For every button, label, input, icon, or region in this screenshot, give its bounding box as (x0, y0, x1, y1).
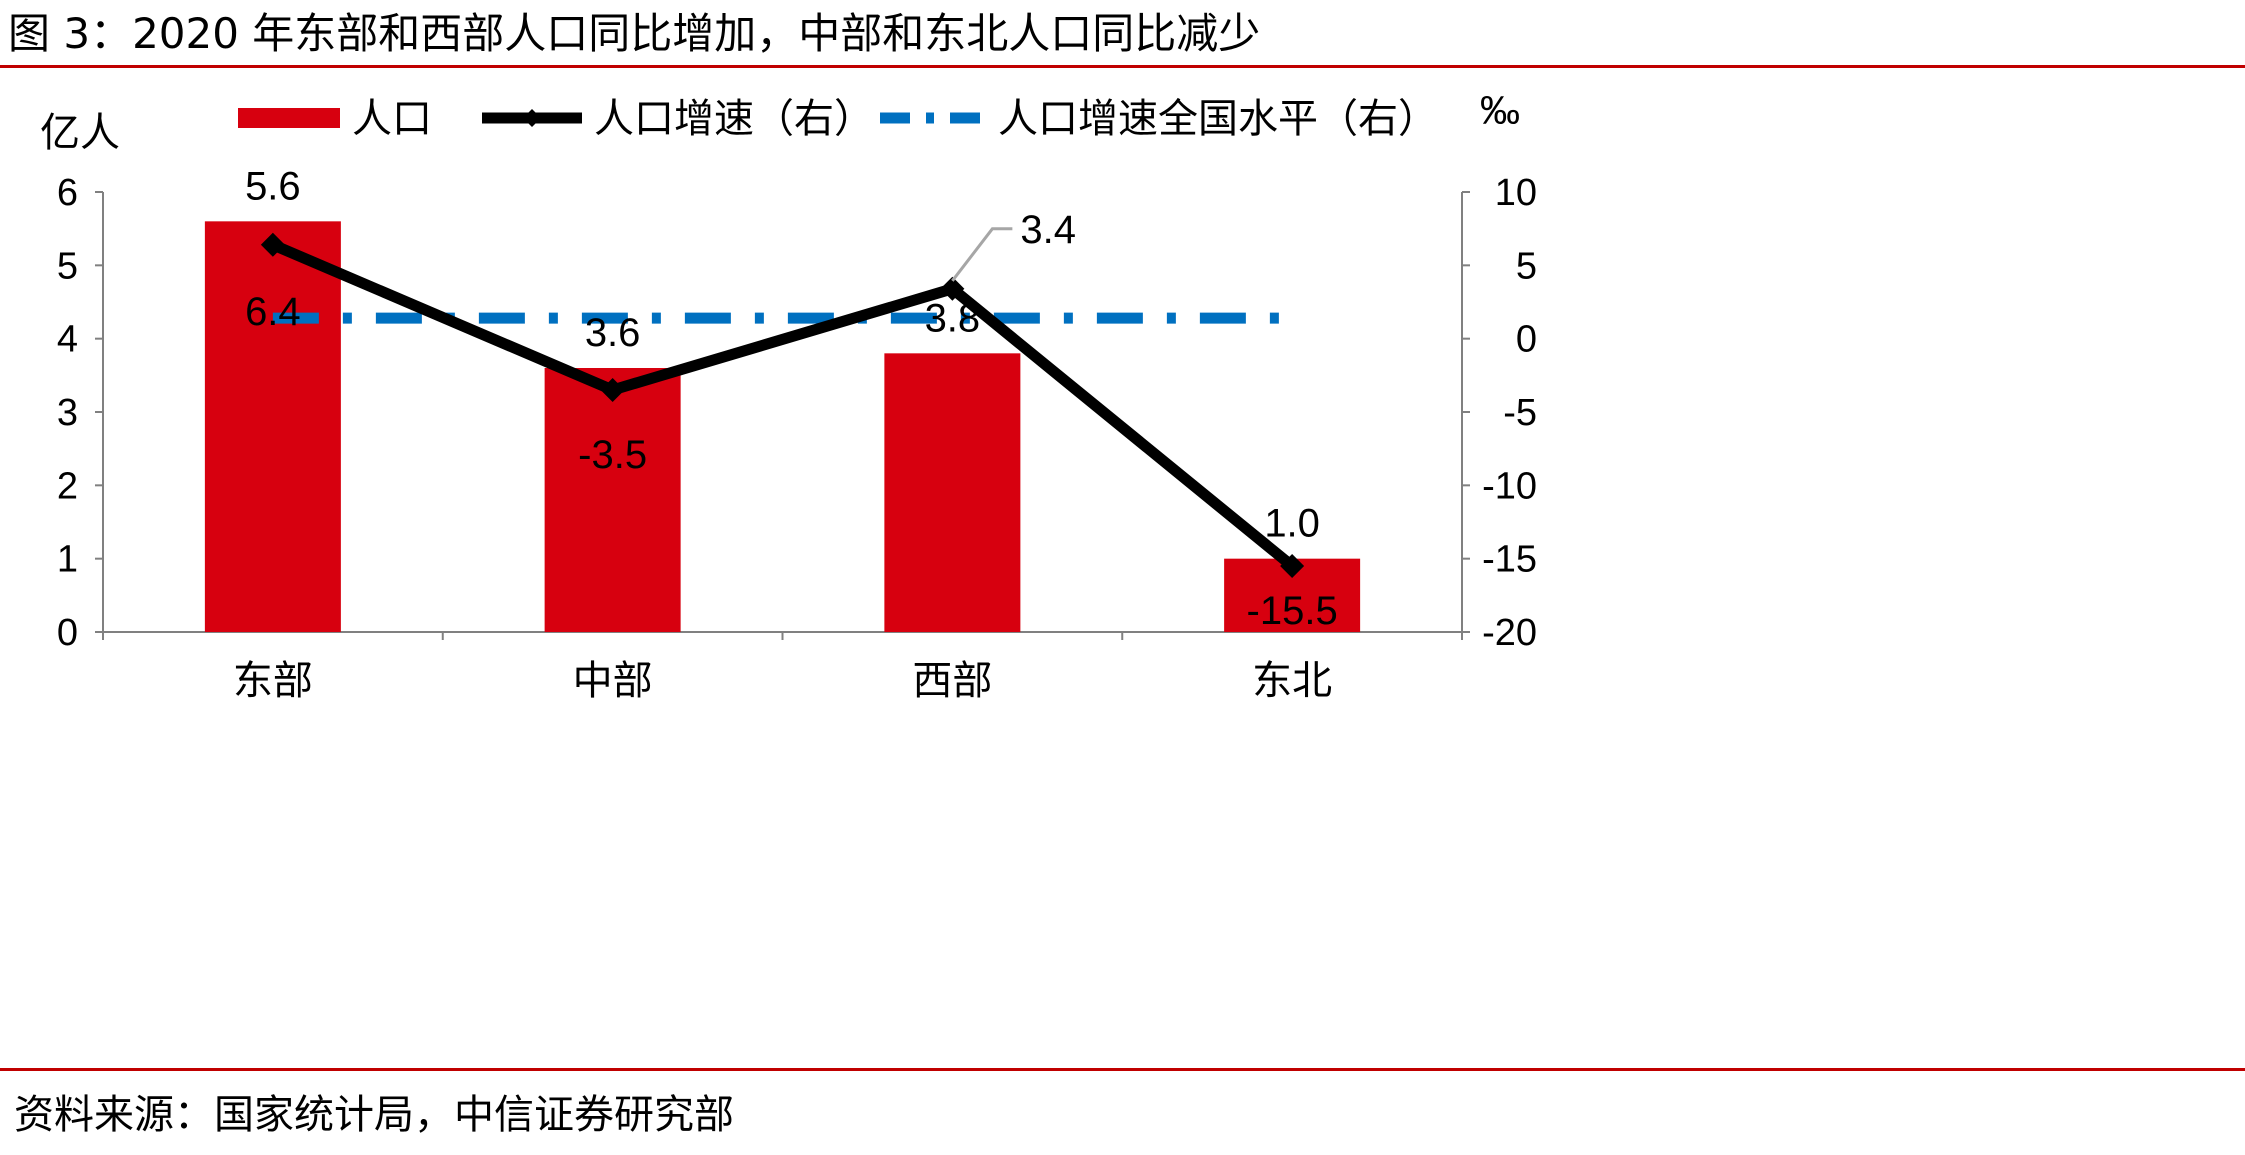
bar (884, 353, 1021, 632)
growth-rate-marker (600, 378, 625, 402)
right-tick-label: -10 (1482, 465, 1537, 507)
left-tick-label: 2 (57, 465, 78, 507)
left-tick-label: 3 (57, 392, 78, 434)
legend-swatch-bar (238, 108, 340, 128)
title-rule (0, 65, 2245, 68)
legend-label-population: 人口 (352, 96, 432, 142)
bar-value-label: 3.8 (925, 296, 981, 340)
left-axis-unit: 亿人 (40, 110, 120, 156)
bar (544, 368, 681, 632)
growth-value-label: -15.5 (1247, 589, 1338, 633)
growth-rate-line (270, 239, 1296, 571)
x-category-label: 西部 (912, 658, 992, 704)
right-tick-label: -20 (1482, 612, 1537, 654)
left-tick-label: 4 (57, 319, 78, 361)
bar-series (204, 221, 1361, 633)
right-tick-label: -5 (1503, 392, 1537, 434)
source-note: 资料来源：国家统计局，中信证券研究部 (14, 1092, 734, 1138)
data-labels: 5.6 3.6 3.8 1.0 6.4 -3.5 3.4 -15.5 (245, 164, 1338, 633)
growth-rate-marker (260, 232, 285, 257)
growth-rate-marker (1280, 554, 1305, 578)
legend-swatch-marker (523, 109, 541, 127)
x-category-label: 中部 (573, 658, 653, 704)
bar (204, 221, 341, 633)
bar-value-label: 3.6 (585, 311, 641, 355)
growth-label-leader (951, 227, 1013, 282)
growth-value-label: 3.4 (1020, 208, 1076, 252)
left-tick-label: 1 (57, 539, 78, 581)
axes: 0 1 2 3 4 5 6 -20 -15 -10 -5 0 5 10 东部 中部 西部 东北 亿人 ‰ (40, 89, 1537, 704)
source-rule (0, 1068, 2245, 1071)
right-tick-label: 5 (1516, 245, 1537, 287)
right-tick-label: 10 (1495, 172, 1537, 214)
legend-label-growth: 人口增速（右） (594, 96, 874, 142)
growth-rate-marker (940, 276, 965, 301)
legend-label-national: 人口增速全国水平（右） (998, 96, 1438, 142)
x-category-label: 东部 (233, 658, 313, 704)
right-tick-label: -15 (1482, 539, 1537, 581)
left-tick-label: 6 (57, 172, 78, 214)
left-tick-label: 5 (57, 245, 78, 287)
growth-value-label: 6.4 (245, 290, 301, 334)
figure-title: 图 3：2020 年东部和西部人口同比增加，中部和东北人口同比减少 (8, 9, 1261, 58)
growth-rate-series (260, 232, 1305, 578)
growth-value-label: -3.5 (578, 433, 647, 477)
left-tick-label: 0 (57, 612, 78, 654)
legend: 人口 人口增速（右） 人口增速全国水平（右） (238, 96, 1438, 142)
right-axis-unit: ‰ (1480, 89, 1520, 133)
bar-value-label: 1.0 (1264, 502, 1320, 546)
x-category-label: 东北 (1252, 658, 1332, 704)
bar-value-label: 5.6 (245, 164, 301, 208)
right-tick-label: 0 (1516, 319, 1537, 361)
